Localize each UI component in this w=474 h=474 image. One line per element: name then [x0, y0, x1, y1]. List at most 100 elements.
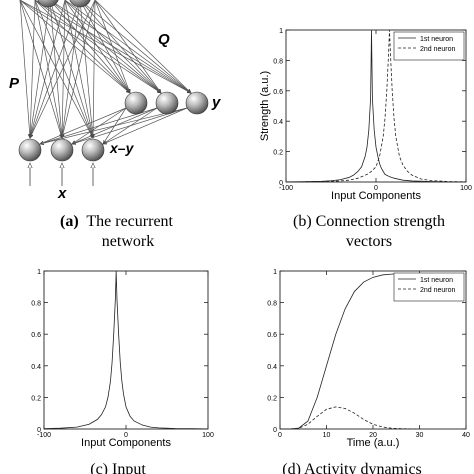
p-connection-9 — [30, 0, 66, 138]
y-tick-label-c-5: 1 — [37, 269, 41, 276]
p-connection-15 — [29, 0, 96, 138]
neuron-y-1 — [124, 91, 148, 115]
neuron-top-2 — [69, 0, 91, 8]
feedback-connection-6 — [40, 107, 188, 144]
p-connection-14 — [79, 0, 93, 138]
x-tick-label-c-1: 0 — [124, 432, 128, 439]
neuron-y-2 — [155, 91, 179, 115]
p-connection-11 — [64, 0, 93, 138]
y-tick-label-d-0: 0 — [273, 427, 277, 434]
y-tick-label-b-2: 0.4 — [273, 119, 283, 126]
p-connection-6 — [30, 0, 51, 138]
series-line-c-1 — [43, 270, 209, 430]
series-line-b-1 — [285, 29, 466, 183]
p-connection-2 — [19, 0, 93, 138]
neuron-xy-2 — [50, 138, 74, 162]
p-connection-5 — [34, 0, 93, 138]
p-connection-13 — [62, 0, 81, 138]
legend-label-b-1: 1st neuron — [420, 36, 453, 43]
y-tick-label-c-0: 0 — [37, 427, 41, 434]
p-connection-17 — [93, 0, 96, 138]
p-connection-16 — [62, 0, 96, 138]
label-x-minus-y: x–y — [109, 140, 135, 156]
caption-c: (c) Input — [90, 461, 146, 474]
neuron-top-1 — [37, 0, 59, 8]
legend-box-b — [393, 31, 465, 61]
legend-label-d-1: 1st neuron — [420, 277, 453, 284]
caption-b-line1: (b) Connection strength — [293, 213, 445, 230]
x-tick-label-b-0: -100 — [279, 185, 293, 192]
caption-a-letter: (a) — [60, 213, 79, 230]
caption-a-line2: network — [102, 233, 154, 250]
feedback-connection-8 — [103, 107, 188, 144]
legend-label-b-2: 2nd neuron — [420, 46, 456, 53]
q-connection-10 — [64, 0, 161, 93]
difference-neurons — [18, 138, 105, 162]
connection-lines — [19, 0, 191, 144]
label-x: x — [57, 185, 67, 202]
y-tick-label-b-5: 1 — [279, 28, 283, 35]
x-tick-label-d-0: 0 — [278, 432, 282, 439]
legend-b: 1st neuron 2nd neuron — [393, 31, 465, 61]
input-arrows — [30, 163, 93, 186]
q-connection-7 — [49, 0, 161, 93]
caption-a: (a) The recurrent network — [60, 213, 174, 250]
y-tick-label-d-5: 1 — [273, 269, 277, 276]
x-tick-label-d-1: 10 — [323, 432, 331, 439]
legend-label-d-2: 2nd neuron — [420, 287, 456, 294]
y-tick-label-c-1: 0.2 — [31, 395, 41, 402]
neuron-y-3 — [185, 91, 209, 115]
caption-d: (d) Activity dynamics — [282, 461, 422, 474]
q-connection-3 — [34, 0, 130, 93]
y-tick-label-b-0: 0 — [279, 180, 283, 187]
y-tick-label-d-2: 0.4 — [267, 364, 277, 371]
y-axis-label-b: Strength (a.u.) — [259, 71, 271, 141]
p-connection-0 — [19, 0, 30, 138]
q-connection-9 — [64, 0, 130, 93]
p-connection-7 — [49, 0, 62, 138]
series-line-b-2 — [286, 29, 467, 183]
label-P: P — [9, 75, 20, 92]
plot-frame-c — [43, 270, 209, 430]
x-tick-label-d-4: 40 — [462, 432, 470, 439]
q-connection-1 — [19, 0, 161, 93]
x-tick-label-b-1: 0 — [374, 185, 378, 192]
y-tick-label-d-1: 0.2 — [267, 395, 277, 402]
neuron-xy-1 — [18, 138, 42, 162]
y-tick-label-d-4: 0.8 — [267, 301, 277, 308]
caption-b-line2: vectors — [346, 233, 392, 250]
label-Q: Q — [158, 31, 170, 48]
p-connection-12 — [30, 0, 81, 138]
x-tick-label-c-2: 100 — [202, 432, 214, 439]
x-tick-label-c-0: -100 — [37, 432, 51, 439]
legend-box-d — [393, 272, 465, 302]
top-neuron-row — [37, 0, 91, 8]
y-tick-label-c-2: 0.4 — [31, 364, 41, 371]
p-connection-1 — [19, 0, 62, 138]
q-connection-16 — [94, 0, 161, 93]
x-tick-label-d-3: 30 — [416, 432, 424, 439]
x-axis-label-b: Input Components — [331, 190, 421, 202]
x-tick-label-d-2: 20 — [369, 432, 377, 439]
p-connection-10 — [62, 0, 66, 138]
y-tick-label-b-4: 0.8 — [273, 58, 283, 65]
p-connection-4 — [34, 0, 62, 138]
label-y: y — [211, 94, 221, 111]
y-tick-label-b-3: 0.6 — [273, 89, 283, 96]
legend-d: 1st neuron 2nd neuron — [393, 272, 465, 302]
neuron-xy-3 — [81, 138, 105, 162]
y-tick-label-c-3: 0.6 — [31, 332, 41, 339]
x-tick-label-b-2: 100 — [460, 185, 472, 192]
q-connection-13 — [79, 0, 161, 93]
x-axis-label-d: Time (a.u.) — [347, 437, 400, 449]
y-tick-label-c-4: 0.8 — [31, 301, 41, 308]
feedback-connection-0 — [40, 107, 127, 144]
series-line-d-2 — [280, 406, 420, 430]
output-neurons — [124, 91, 209, 115]
network-diagram: Q P y x–y x — [9, 0, 221, 202]
x-axis-label-c: Input Components — [81, 437, 171, 449]
y-tick-label-b-1: 0.2 — [273, 150, 283, 157]
